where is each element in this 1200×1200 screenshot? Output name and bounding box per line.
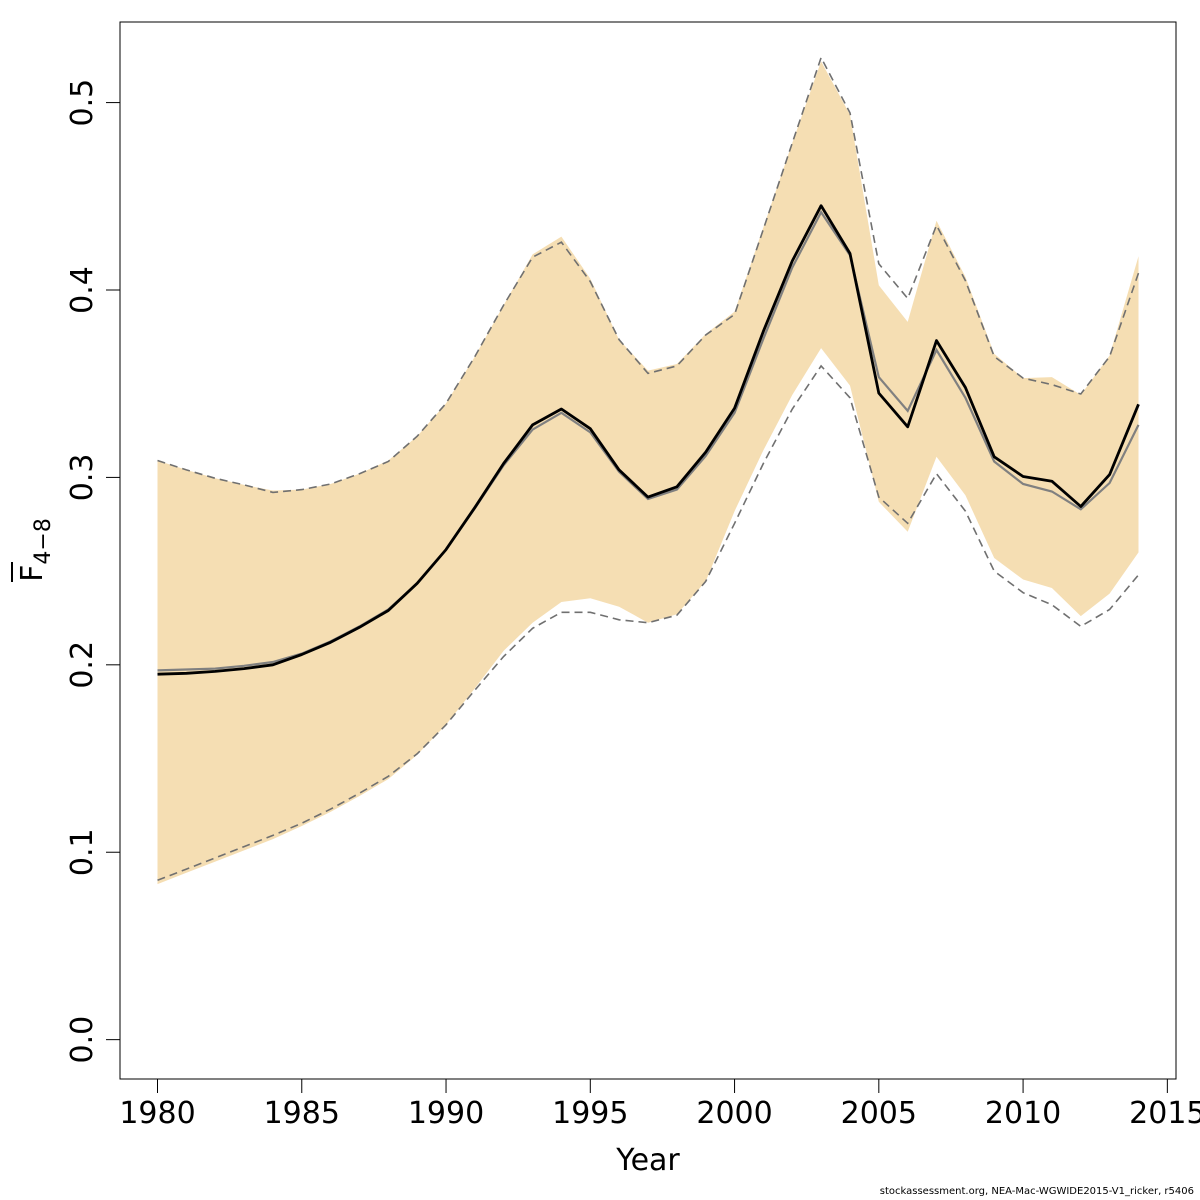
x-axis-title: Year: [615, 1143, 680, 1178]
x-tick-label: 1980: [119, 1096, 195, 1131]
x-axis: 1980 1985 1990 1995 2000 2005 2010 2015: [119, 1078, 1200, 1131]
confidence-band-layer: [157, 61, 1139, 885]
series-line-dashed-upper: [157, 55, 1140, 494]
y-axis: 0.0 0.1 0.2 0.3 0.4 0.5: [65, 79, 121, 1064]
confidence-band: [157, 61, 1139, 885]
y-axis-title: F4−8: [11, 518, 56, 582]
x-tick-label: 1995: [552, 1096, 628, 1131]
y-tick-label: 0.4: [65, 266, 100, 314]
x-tick-label: 1990: [408, 1096, 484, 1131]
y-tick-label: 0.1: [65, 828, 100, 876]
series-line-dashed-lower: [157, 364, 1140, 882]
series-line-estimate: [157, 204, 1140, 676]
x-tick-label: 2000: [696, 1096, 772, 1131]
y-tick-label: 0.0: [65, 1016, 100, 1064]
y-tick-label: 0.5: [65, 79, 100, 127]
x-tick-label: 1985: [264, 1096, 340, 1131]
y-axis-title-main: F: [15, 565, 50, 582]
y-tick-label: 0.3: [65, 454, 100, 502]
y-tick-label: 0.2: [65, 641, 100, 689]
footer-credit: stockassessment.org, NEA-Mac-WGWIDE2015-…: [879, 1186, 1194, 1197]
x-tick-label: 2010: [985, 1096, 1061, 1131]
series-lines-layer: [157, 55, 1140, 882]
x-tick-label: 2015: [1129, 1096, 1200, 1131]
y-axis-title-text: F4−8: [15, 518, 56, 582]
y-axis-title-subscript: 4−8: [31, 518, 56, 564]
x-tick-label: 2005: [841, 1096, 917, 1131]
